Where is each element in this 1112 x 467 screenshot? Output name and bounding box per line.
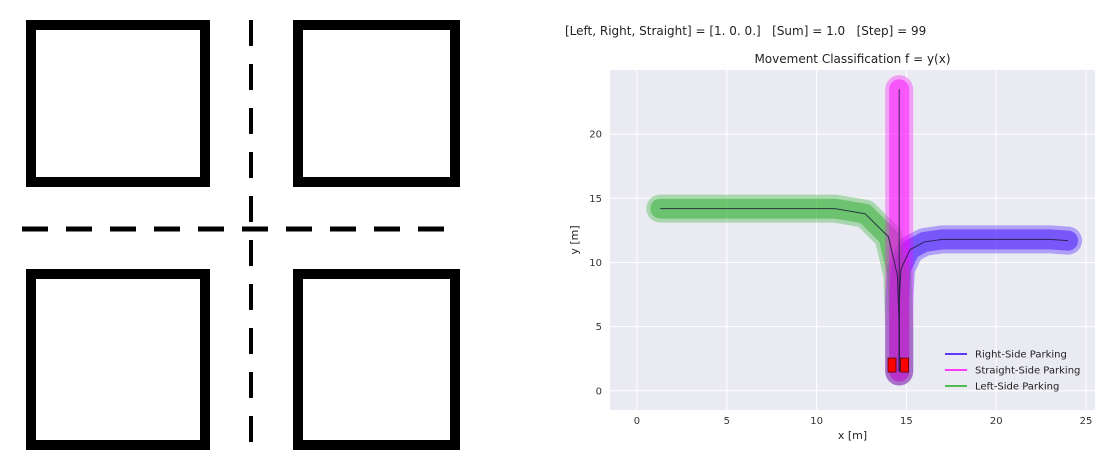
x-tick-label-3: 15 xyxy=(900,416,913,427)
parking-block-bottom-left xyxy=(26,269,210,450)
legend-label-0: Right-Side Parking xyxy=(975,350,1067,361)
legend: Right-Side Parking Straight-Side Parking L… xyxy=(945,350,1080,393)
x-axis-label: x [m] xyxy=(838,429,867,442)
simulation-view xyxy=(22,20,460,450)
classification-status: [Left, Right, Straight] = [1. 0. 0.] [Su… xyxy=(565,24,927,38)
vehicle-markers xyxy=(887,357,909,373)
y-tick-label-3: 15 xyxy=(589,194,602,205)
vehicle-rear xyxy=(887,357,897,373)
parking-block-top-left xyxy=(26,20,210,187)
vehicle-front xyxy=(900,357,909,373)
mean-left-side-parking xyxy=(660,208,900,372)
x-tick-label-1: 5 xyxy=(724,416,730,427)
parking-block-bottom-right xyxy=(293,269,460,450)
grid xyxy=(610,70,1095,410)
y-axis-label: y [m] xyxy=(568,225,581,254)
axis-ticks: 0 5 10 15 20 25 0 5 10 15 20 xyxy=(589,130,1092,427)
chart-title: Movement Classification f = y(x) xyxy=(754,52,950,66)
plot-area xyxy=(610,70,1095,410)
lane-markings xyxy=(22,20,460,450)
y-tick-label-1: 5 xyxy=(596,322,602,333)
legend-label-1: Straight-Side Parking xyxy=(975,366,1080,377)
x-tick-label-4: 20 xyxy=(990,416,1003,427)
legend-label-2: Left-Side Parking xyxy=(975,382,1059,393)
x-tick-label-5: 25 xyxy=(1080,416,1093,427)
y-tick-label-0: 0 xyxy=(596,386,602,397)
trajectory-lines xyxy=(660,89,1069,372)
y-tick-label-2: 10 xyxy=(589,258,602,269)
movement-chart: Movement Classification f = y(x) 0 5 10 15 2… xyxy=(568,52,1095,442)
x-tick-label-2: 10 xyxy=(810,416,823,427)
x-tick-label-0: 0 xyxy=(634,416,640,427)
y-tick-label-4: 20 xyxy=(589,130,602,141)
parking-block-top-right xyxy=(293,20,460,187)
